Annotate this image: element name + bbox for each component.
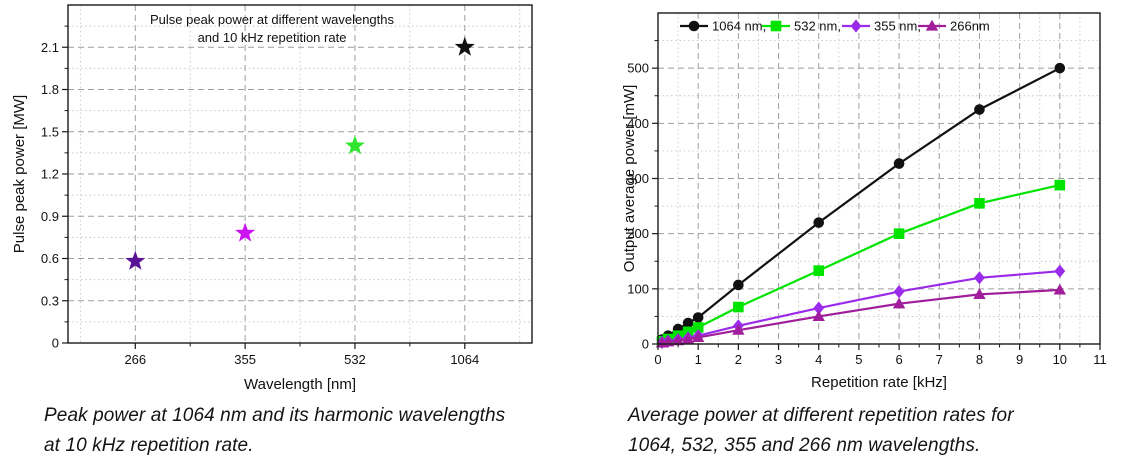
peak-power-caption: Peak power at 1064 nm and its harmonic w… — [44, 401, 505, 461]
svg-text:2: 2 — [735, 352, 742, 367]
svg-text:266nm: 266nm — [950, 19, 990, 34]
svg-text:532 nm,: 532 nm, — [794, 19, 841, 34]
svg-text:1.2: 1.2 — [41, 167, 59, 182]
svg-text:100: 100 — [627, 281, 649, 296]
average-power-chart: 0 100 200 300 400 500 0 1 2 3 4 5 6 7 8 9 10 11 Repetition… — [621, 12, 1107, 391]
svg-text:8: 8 — [976, 352, 983, 367]
svg-text:0.6: 0.6 — [41, 251, 59, 266]
svg-text:0: 0 — [654, 352, 661, 367]
svg-text:Output average power [mW]: Output average power [mW] — [621, 85, 638, 273]
svg-text:0: 0 — [642, 337, 649, 352]
svg-text:and 10 kHz repetition rate: and 10 kHz repetition rate — [198, 30, 347, 45]
svg-text:400: 400 — [627, 116, 649, 131]
svg-text:9: 9 — [1016, 352, 1023, 367]
svg-text:0: 0 — [52, 336, 59, 351]
svg-text:Pulse peak power at different: Pulse peak power at different wavelength… — [150, 12, 395, 27]
svg-text:Pulse peak power [MW]: Pulse peak power [MW] — [11, 95, 28, 253]
svg-text:11: 11 — [1093, 352, 1107, 367]
svg-text:355 nm,: 355 nm, — [874, 19, 921, 34]
svg-text:266: 266 — [124, 352, 146, 367]
svg-text:1064 nm,: 1064 nm, — [712, 19, 766, 34]
svg-text:3: 3 — [775, 352, 782, 367]
svg-text:500: 500 — [627, 61, 649, 76]
svg-text:4: 4 — [815, 352, 822, 367]
svg-text:7: 7 — [936, 352, 943, 367]
svg-text:0.3: 0.3 — [41, 293, 59, 308]
svg-text:5: 5 — [855, 352, 862, 367]
svg-text:1.8: 1.8 — [41, 82, 59, 97]
svg-text:6: 6 — [895, 352, 902, 367]
svg-text:200: 200 — [627, 226, 649, 241]
svg-text:10: 10 — [1053, 352, 1067, 367]
svg-text:Wavelength [nm]: Wavelength [nm] — [244, 376, 356, 393]
svg-text:1: 1 — [695, 352, 702, 367]
svg-text:532: 532 — [344, 352, 366, 367]
average-power-figure: 0 100 200 300 400 500 0 1 2 3 4 5 6 7 8 9 10 11 Repetition… — [620, 0, 1121, 398]
peak-power-chart: 0 0.3 0.6 0.9 1.2 1.5 1.8 2.1 266 355 532 1064 Pulse… — [11, 4, 533, 393]
svg-text:300: 300 — [627, 171, 649, 186]
caption-line: 1064, 532, 355 and 266 nm wavelengths. — [628, 435, 981, 456]
svg-text:1064: 1064 — [450, 352, 479, 367]
svg-text:1.5: 1.5 — [41, 124, 59, 139]
svg-text:Repetition rate [kHz]: Repetition rate [kHz] — [811, 374, 947, 391]
svg-text:2.1: 2.1 — [41, 40, 59, 55]
svg-text:0.9: 0.9 — [41, 209, 59, 224]
caption-line: Peak power at 1064 nm and its harmonic w… — [44, 405, 506, 426]
average-power-caption: Average power at different repetition ra… — [628, 401, 1014, 461]
svg-text:355: 355 — [234, 352, 256, 367]
caption-line: at 10 kHz repetition rate. — [44, 435, 254, 456]
caption-line: Average power at different repetition ra… — [628, 405, 1014, 426]
peak-power-figure: 0 0.3 0.6 0.9 1.2 1.5 1.8 2.1 266 355 532 1064 Pulse… — [0, 0, 570, 398]
